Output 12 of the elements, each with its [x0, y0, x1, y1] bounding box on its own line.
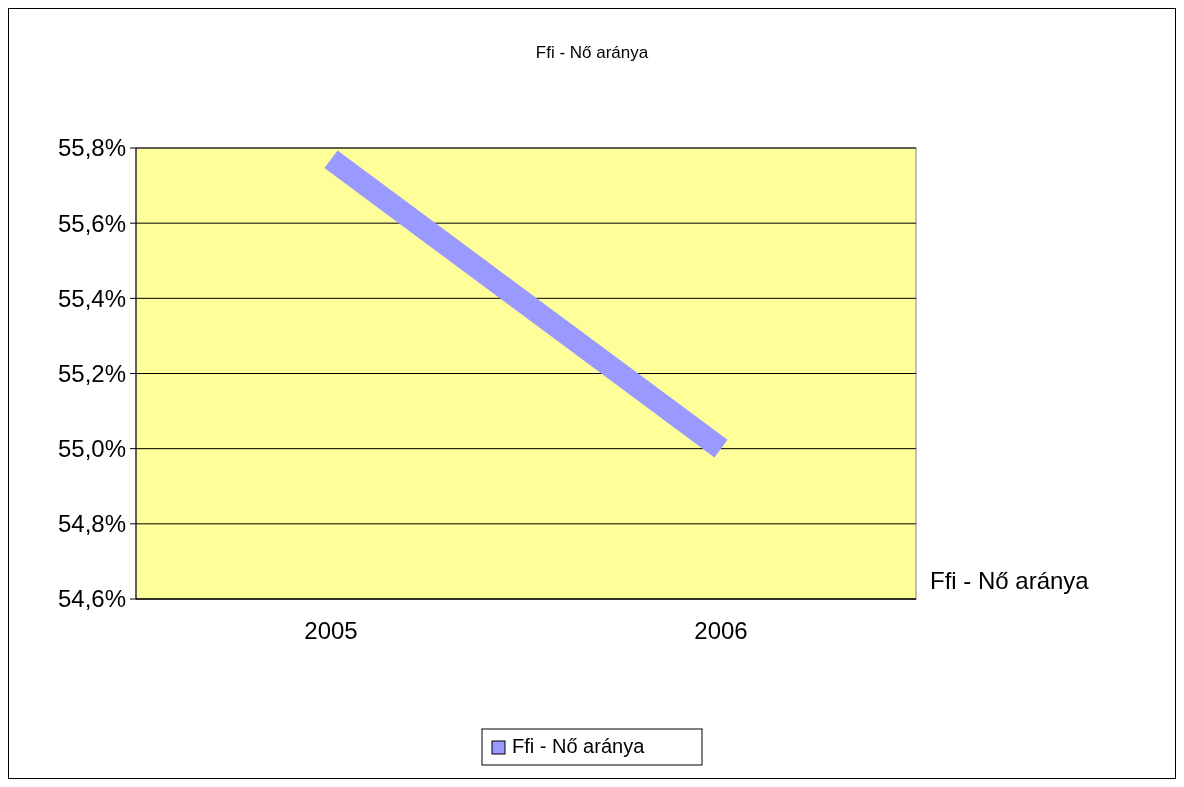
x-tick-label: 2006: [694, 617, 748, 644]
x-tick-label: 2005: [304, 617, 358, 644]
y-tick-label: 55,8%: [57, 134, 126, 162]
y-tick-label: 54,6%: [57, 585, 126, 613]
y-tick-label: 55,4%: [57, 284, 126, 312]
text: Ffi - Nő aránya: [930, 567, 1090, 594]
legend-label: Ffi - Nő aránya: [512, 735, 646, 757]
chart-title: Ffi - Nő aránya: [535, 43, 649, 62]
y-tick-label: 55,0%: [57, 435, 126, 463]
y-tick-label: 55,6%: [57, 209, 126, 237]
y-tick-label: 54,8%: [57, 510, 126, 538]
y-tick-label: 55,2%: [57, 359, 126, 387]
